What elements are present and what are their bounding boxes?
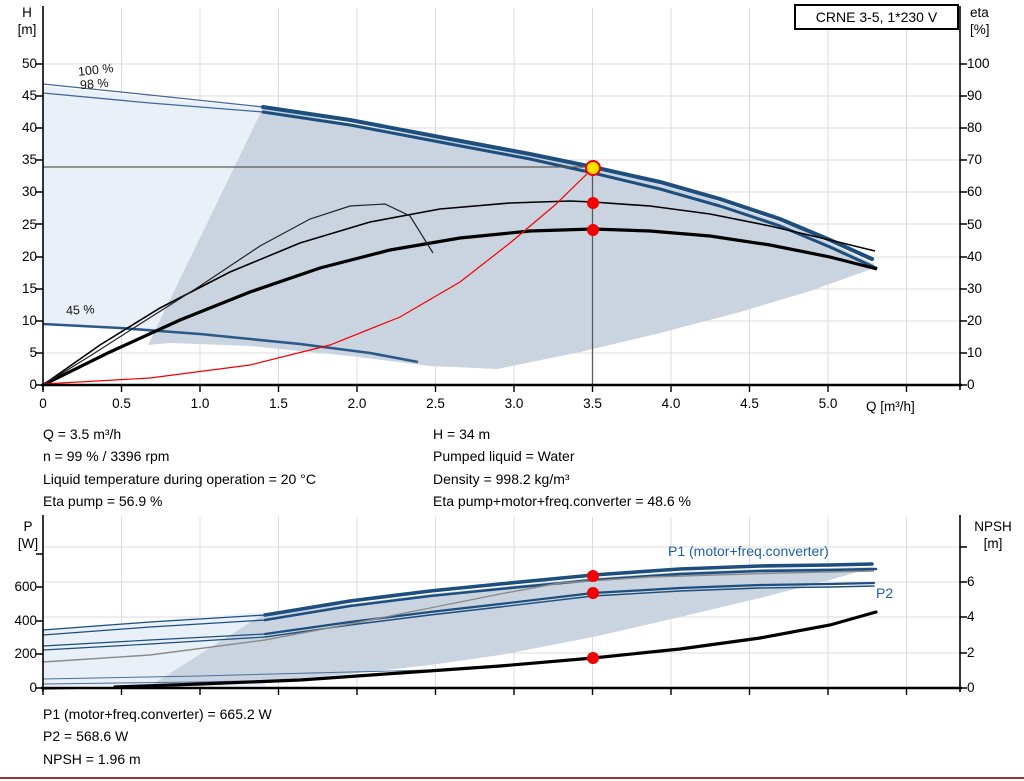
h-axis-title: H [m]: [17, 5, 37, 37]
tick-label: 0: [39, 396, 47, 411]
eta-pump-marker: [587, 197, 599, 209]
npsh-marker: [587, 652, 599, 664]
info-line: P1 (motor+freq.converter) = 665.2 W: [43, 706, 272, 722]
info-line: Eta pump = 56.9 %: [43, 493, 163, 510]
bottom-separator-rule: [0, 777, 1024, 779]
tick-label: 60: [967, 184, 983, 200]
top-chart-axes: [36, 6, 967, 392]
top-operating-region-dark: [148, 108, 874, 369]
duty-info-left: Q = 3.5 m³/h n = 99 % / 3396 rpm Liquid …: [43, 423, 316, 513]
tick-label: 5: [29, 344, 37, 360]
pump-curve-100pct: [261, 105, 874, 261]
eta-45pct-curve: [42, 203, 434, 386]
speed-curves-thin: [42, 83, 264, 113]
pump-curve-45pct: [42, 322, 419, 364]
q-axis-title: Q [m³/h]: [866, 399, 915, 414]
tick-label: 30: [967, 280, 983, 296]
pump-type-label: CRNE 3-5, 1*230 V: [815, 9, 938, 25]
bottom-region-dark: [150, 567, 874, 686]
tick-label: 0: [29, 680, 37, 695]
eta-total-curve: [42, 227, 878, 387]
p1-marker: [587, 570, 599, 582]
p-axis-title: P [W]: [17, 519, 39, 551]
tick-label: 4: [967, 609, 975, 625]
tick-label: 15: [21, 280, 37, 296]
info-line: Eta pump+motor+freq.converter = 48.6 %: [433, 493, 691, 510]
pump-curve-99pct: [261, 110, 878, 270]
tick-label: 20: [967, 312, 983, 328]
tick-label: 600: [14, 579, 37, 595]
tick-label: 0: [29, 377, 37, 392]
tick-label: 30: [21, 184, 37, 200]
tick-label: 3.5: [583, 396, 602, 411]
p2-curve-label: P2: [876, 585, 894, 601]
q-axis-ticks: 0 0.5 1.0 1.5 2.0 2.5 3.0 3.5 4.0 4.5 5.0: [0, 396, 1024, 414]
tick-label: 5.0: [818, 396, 838, 411]
info-line: n = 99 % / 3396 rpm: [43, 448, 170, 465]
tick-label: 3.0: [504, 396, 524, 411]
p2-marker: [587, 587, 599, 599]
power-info: P1 (motor+freq.converter) = 665.2 W P2 =…: [43, 703, 272, 770]
tick-label: 0.5: [112, 396, 131, 411]
tick-label: 2: [967, 644, 975, 660]
info-line: Q = 3.5 m³/h: [43, 426, 122, 442]
info-line: H = 34 m: [433, 426, 491, 442]
p1-curve-label: P1 (motor+freq.converter): [668, 543, 829, 559]
tick-label: 10: [21, 312, 37, 328]
info-line: Density = 998.2 kg/m³: [433, 470, 570, 487]
affinity-parabola: [42, 167, 594, 385]
p1-mains-line: [42, 570, 875, 663]
tick-label: 2.5: [426, 396, 445, 411]
tick-label: 0: [967, 377, 975, 392]
npsh-axis-title: NPSH [m]: [974, 519, 1012, 551]
tick-label: 10: [967, 344, 983, 360]
info-line: NPSH = 1.96 m: [43, 750, 141, 767]
tick-label: 70: [967, 152, 983, 168]
duty-point[interactable]: [585, 160, 601, 176]
duty-info-right: H = 34 m Pumped liquid = Water Density =…: [433, 423, 691, 513]
tick-label: 4.0: [661, 396, 681, 411]
duty-crosshair: [43, 166, 594, 385]
tick-label: 90: [967, 88, 983, 104]
pump-type-box: CRNE 3-5, 1*230 V: [794, 4, 959, 30]
tick-label: 40: [967, 248, 983, 264]
tick-label: 400: [14, 612, 37, 628]
tick-label: 35: [21, 152, 37, 168]
tick-label: 40: [21, 120, 37, 136]
tick-label: 2.0: [347, 396, 367, 411]
tick-label: 200: [14, 646, 37, 662]
speed-98-label: 98 %: [79, 75, 110, 93]
tick-label: 100: [967, 56, 990, 71]
info-line: Pumped liquid = Water: [433, 448, 575, 465]
speed-45-label: 45 %: [65, 302, 95, 318]
tick-label: 80: [967, 120, 983, 136]
tick-label: 45: [21, 88, 37, 104]
tick-label: 1.5: [269, 396, 288, 411]
info-line: Liquid temperature during operation = 20…: [43, 470, 316, 487]
tick-label: 25: [21, 216, 37, 232]
eta-axis-title: eta [%]: [970, 5, 990, 37]
tick-label: 6: [967, 573, 975, 589]
tick-label: 50: [967, 216, 983, 232]
info-line: P2 = 568.6 W: [43, 728, 129, 745]
eta-total-marker: [587, 224, 599, 236]
bottom-chart-axes: [36, 515, 967, 695]
tick-label: 4.5: [740, 396, 759, 411]
tick-label: 1.0: [190, 396, 210, 411]
tick-label: 50: [21, 56, 37, 71]
tick-label: 20: [21, 248, 37, 264]
tick-label: 0: [967, 680, 975, 695]
